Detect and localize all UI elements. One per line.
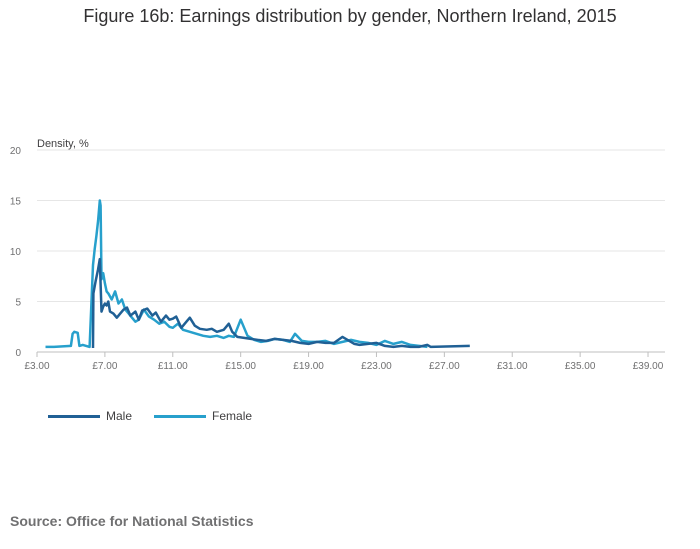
legend: Male Female xyxy=(48,409,252,423)
x-tick-label: £15.00 xyxy=(225,361,256,372)
x-tick-label: £3.00 xyxy=(24,361,49,372)
x-tick-label: £7.00 xyxy=(92,361,117,372)
chart-title: Figure 16b: Earnings distribution by gen… xyxy=(83,6,617,26)
x-tick-label: £23.00 xyxy=(361,361,392,372)
source-note: Source: Office for National Statistics xyxy=(10,513,254,529)
legend-label-male: Male xyxy=(106,409,133,423)
y-axis-ticks: 0 5 10 15 20 xyxy=(10,146,22,359)
y-tick-label: 5 xyxy=(15,298,21,309)
legend-swatch-female xyxy=(154,414,207,418)
x-tick-label: £19.00 xyxy=(293,361,324,372)
legend-swatch-male xyxy=(48,414,100,418)
y-tick-label: 10 xyxy=(10,247,22,258)
series-line-male[interactable] xyxy=(91,257,470,349)
legend-label-female: Female xyxy=(212,409,253,423)
x-tick-label: £35.00 xyxy=(565,361,596,372)
y-axis-label: Density, % xyxy=(37,138,89,150)
series-lines xyxy=(45,199,470,349)
x-tick-label: £27.00 xyxy=(429,361,460,372)
y-tick-label: 0 xyxy=(15,348,21,359)
series-line-female[interactable] xyxy=(45,199,428,349)
grid-lines xyxy=(37,149,665,353)
x-tick-label: £39.00 xyxy=(633,361,664,372)
legend-item-male[interactable]: Male xyxy=(48,409,132,423)
legend-item-female[interactable]: Female xyxy=(154,409,252,423)
y-tick-label: 20 xyxy=(10,146,22,157)
x-tick-label: £11.00 xyxy=(158,361,188,372)
x-tick-label: £31.00 xyxy=(497,361,528,372)
y-tick-label: 15 xyxy=(10,197,22,208)
x-axis-ticks: £3.00 £7.00 £11.00 £15.00 £19.00 £23.00 £27.00… xyxy=(24,352,664,372)
